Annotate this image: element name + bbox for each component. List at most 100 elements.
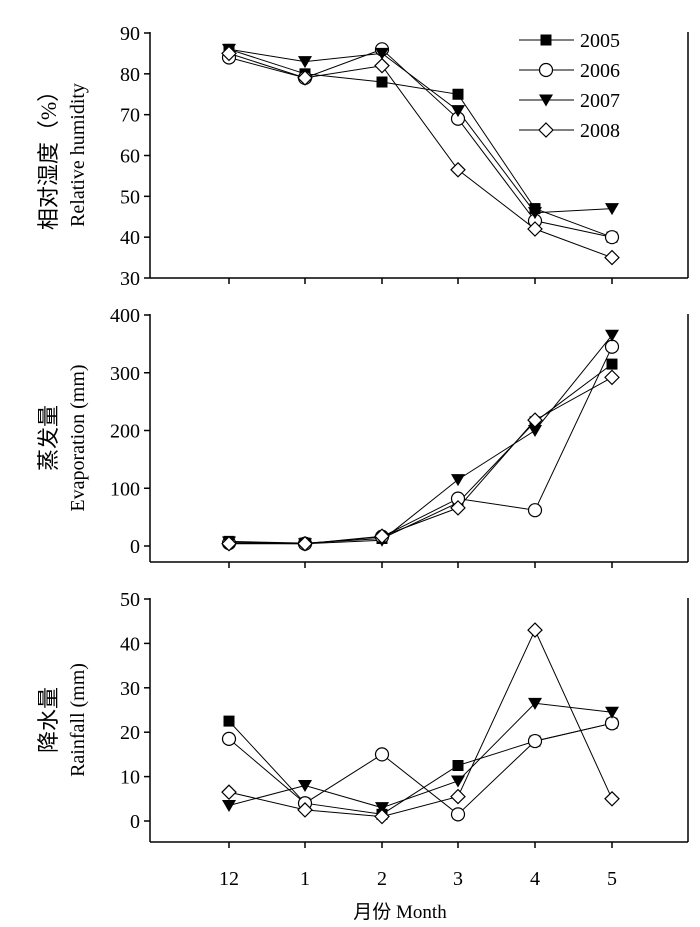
legend-label: 2006 [580,60,620,82]
y-tick-label: 80 [120,64,140,86]
legend-label: 2007 [580,90,620,112]
marker-circle [374,747,390,762]
marker-square [223,715,235,727]
marker-square [452,760,464,771]
marker-triangle [451,474,465,487]
x-axis-label: 月份 Month [353,901,447,923]
marker-diamond [374,57,390,74]
x-tick-label: 12 [219,868,239,890]
x-tick-label: 5 [607,868,617,890]
marker-diamond [221,535,237,552]
series-points-2008 [221,369,620,552]
marker-square [540,34,552,46]
marker-square [606,358,618,370]
y-tick-label: 10 [120,767,140,789]
series-points-2006 [221,716,620,822]
marker-circle [604,230,620,245]
marker-diamond [221,45,237,62]
y-tick-label: 50 [120,589,140,611]
x-tick-label: 1 [300,868,310,890]
marker-triangle [451,775,465,788]
legend-label: 2008 [580,120,620,142]
y-tick-label: 200 [110,421,140,443]
marker-circle [604,339,620,354]
y-axis-label-cn: 蒸发量 [36,405,61,471]
series-line-2008 [229,376,613,545]
series-line-2005 [228,48,613,238]
marker-diamond [450,500,466,516]
marker-triangle [528,207,542,220]
y-axis-label-cn: 降水量 [36,687,61,753]
y-tick-label: 300 [110,363,140,385]
marker-diamond [604,249,620,266]
marker-triangle [375,802,389,815]
marker-triangle [222,799,236,812]
marker-diamond [297,70,313,86]
marker-diamond [527,622,543,638]
series-points-2008 [221,45,620,266]
y-axis-label: Rainfall (mm) [67,663,89,777]
y-tick-label: 50 [120,186,140,208]
marker-triangle [605,706,619,719]
marker-triangle [528,425,542,437]
x-tick-label: 3 [453,868,463,890]
series-line-2007 [228,334,613,545]
marker-diamond [374,528,390,545]
series-line-2005 [228,363,613,544]
series-line-2006 [228,346,613,545]
series-line-2008 [228,52,613,259]
marker-diamond [527,412,543,428]
marker-circle [538,62,554,78]
marker-triangle [298,779,312,792]
y-tick-label: 100 [110,478,140,500]
marker-diamond [297,535,313,552]
marker-diamond [450,788,466,805]
marker-triangle [298,56,312,69]
series-line-2006 [228,48,613,238]
chart-panel-2: 0 100 200 300 400 蒸发量 Evaporation (mm) [36,305,689,568]
series-points-2006 [221,339,620,551]
y-tick-label: 0 [130,811,140,833]
marker-circle [450,807,466,822]
marker-triangle [539,94,553,107]
marker-diamond [450,161,466,178]
y-tick-label: 400 [110,305,140,327]
marker-square [376,76,388,88]
x-tick-label: 2 [377,868,387,890]
marker-diamond [604,369,620,386]
y-tick-label: 30 [120,678,140,700]
series-points-2005 [223,43,618,243]
marker-triangle [375,47,389,60]
y-tick-label: 90 [120,23,140,45]
series-line-2007 [228,702,613,809]
marker-circle [604,716,620,731]
y-tick-label: 70 [120,105,140,127]
y-axis-label: Evaporation (mm) [67,364,89,511]
marker-diamond [604,790,620,807]
marker-triangle [605,329,619,342]
legend: 2005 2006 2007 2008 [519,30,620,142]
marker-circle [221,731,237,746]
y-tick-label: 60 [120,146,140,168]
marker-triangle [528,697,542,710]
series-points-2006 [221,42,620,245]
series-line-2006 [228,722,613,815]
y-tick-label: 40 [120,633,140,655]
marker-diamond [374,808,390,825]
x-tick-label: 4 [530,868,540,890]
series-line-2008 [228,628,613,818]
y-tick-label: 30 [120,268,140,290]
marker-diamond [527,221,543,237]
marker-triangle [605,203,619,216]
series-line-2007 [228,48,613,214]
chart-panel-1: 30 40 50 60 70 80 90 相对湿度（%） Relative humidity 20… [36,23,689,290]
marker-triangle [451,105,465,118]
legend-label: 2005 [580,30,620,52]
y-tick-label: 0 [130,536,140,558]
marker-diamond [297,802,313,818]
y-tick-label: 20 [120,722,140,744]
y-axis-label-cn: 相对湿度（%） [36,80,61,230]
marker-diamond [538,122,554,138]
